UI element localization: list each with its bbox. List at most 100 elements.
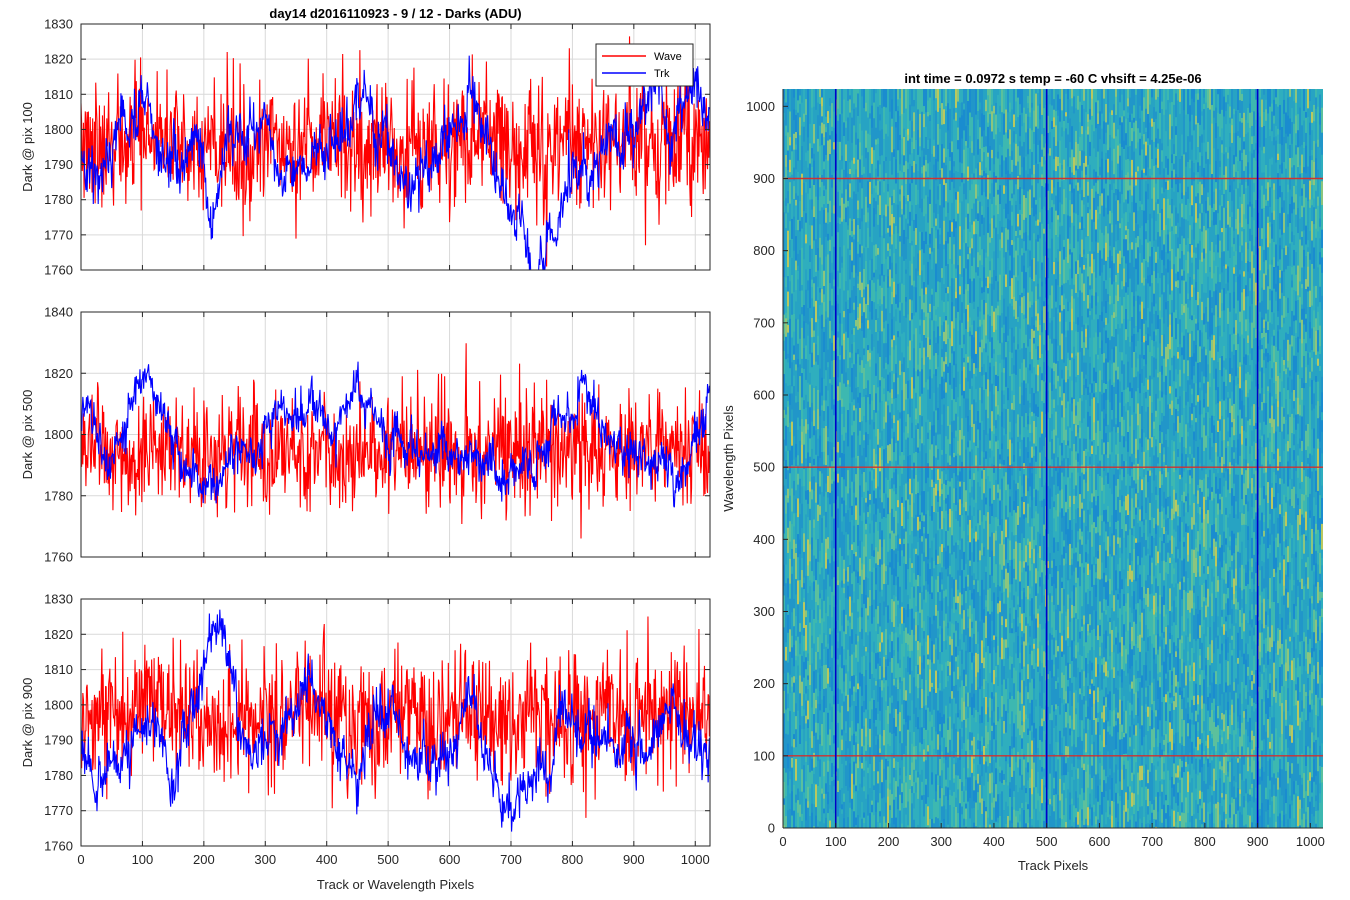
heatmap-cell — [917, 376, 919, 403]
heatmap-cell — [877, 592, 879, 607]
heatmap-cell — [899, 395, 901, 413]
heatmap-cell — [839, 181, 841, 191]
heatmap-cell — [815, 386, 817, 395]
heatmap-cell — [869, 728, 871, 748]
heatmap-cell — [871, 637, 873, 653]
heatmap-cell — [889, 805, 891, 811]
heatmap-cell — [817, 637, 819, 653]
heatmap-cell — [933, 644, 935, 665]
heatmap-cell — [931, 202, 933, 229]
heatmap-cell — [969, 732, 971, 751]
heatmap-cell — [945, 474, 947, 481]
heatmap-cell — [899, 201, 901, 218]
heatmap-cell — [791, 524, 793, 550]
heatmap-cell — [921, 232, 923, 243]
heatmap-cell — [963, 398, 965, 418]
heatmap-cell — [849, 616, 851, 624]
heatmap-cell — [881, 181, 883, 205]
heatmap-cell — [913, 502, 915, 519]
heatmap-cell — [969, 331, 971, 337]
heatmap-cell — [897, 562, 899, 578]
heatmap-cell — [965, 511, 967, 516]
heatmap-cell — [791, 421, 793, 447]
heatmap-cell — [825, 272, 827, 292]
heatmap-cell — [923, 527, 925, 534]
heatmap-cell — [929, 376, 931, 400]
heatmap-cell — [955, 318, 957, 344]
heatmap-cell — [943, 148, 945, 164]
heatmap-cell — [971, 683, 973, 698]
heatmap-cell — [887, 391, 889, 402]
heatmap-cell — [879, 748, 881, 754]
heatmap-cell — [791, 89, 793, 112]
heatmap-cell — [905, 775, 907, 783]
heatmap-cell — [817, 798, 819, 821]
heatmap-cell — [945, 201, 947, 218]
heatmap-cell — [889, 732, 891, 747]
heatmap-cell — [915, 548, 917, 555]
heatmap-cell — [793, 459, 795, 482]
heatmap-cell — [817, 521, 819, 540]
heatmap-cell — [971, 152, 973, 175]
heatmap-cell — [963, 173, 965, 180]
heatmap-cell — [917, 344, 919, 366]
heatmap-cell — [803, 321, 805, 339]
heatmap-cell — [839, 217, 841, 225]
heatmap-cell — [885, 204, 887, 217]
heatmap-cell — [899, 534, 901, 540]
heatmap-cell — [799, 160, 801, 187]
heatmap-cell — [943, 178, 945, 186]
heatmap-cell — [891, 478, 893, 490]
heatmap-cell — [875, 255, 877, 271]
heatmap-cell — [821, 162, 823, 168]
heatmap-cell — [971, 697, 973, 716]
heatmap-cell — [827, 89, 829, 112]
heatmap-cell — [959, 614, 961, 641]
heatmap-cell — [815, 580, 817, 603]
heatmap-cell — [923, 430, 925, 446]
heatmap-cell — [927, 163, 929, 178]
heatmap-cell — [875, 668, 877, 682]
heatmap-cell — [787, 358, 789, 363]
heatmap-cell — [783, 265, 785, 278]
heatmap-cell — [807, 114, 809, 138]
heatmap-cell — [783, 782, 785, 799]
heatmap-cell — [833, 446, 835, 473]
heatmap-cell — [827, 574, 829, 598]
heatmap-cell — [801, 813, 803, 822]
heatmap-cell — [825, 400, 827, 427]
heatmap-cell — [817, 739, 819, 762]
heatmap-cell — [939, 724, 941, 732]
heatmap-cell — [821, 492, 823, 503]
heatmap-cell — [813, 217, 815, 241]
heatmap-cell — [827, 455, 829, 477]
heatmap-cell — [833, 607, 835, 629]
heatmap-cell — [861, 96, 863, 120]
heatmap-cell — [841, 580, 843, 589]
heatmap-cell — [821, 699, 823, 725]
heatmap-cell — [971, 117, 973, 129]
heatmap-cell — [829, 604, 831, 629]
heatmap-cell — [787, 332, 789, 355]
heatmap-cell — [863, 448, 865, 460]
heatmap-cell — [957, 265, 959, 274]
heatmap-cell — [797, 149, 799, 162]
heatmap-cell — [879, 237, 881, 255]
heatmap-cell — [809, 816, 811, 828]
heatmap-cell — [883, 263, 885, 276]
heatmap-cell — [965, 727, 967, 752]
heatmap-cell — [793, 526, 795, 540]
heatmap-cell — [879, 566, 881, 593]
heatmap-cell — [905, 439, 907, 449]
heatmap-cell — [811, 648, 813, 664]
heatmap-cell — [819, 264, 821, 289]
heatmap-cell — [975, 455, 977, 467]
heatmap-cell — [847, 756, 849, 780]
heatmap-cell — [911, 629, 913, 652]
heatmap-cell — [837, 191, 839, 218]
y-tick-label: 1790 — [44, 733, 73, 748]
heatmap-cell — [899, 170, 901, 190]
heatmap-cell — [865, 760, 867, 779]
heatmap-cell — [831, 483, 833, 492]
heatmap-cell — [939, 826, 941, 828]
